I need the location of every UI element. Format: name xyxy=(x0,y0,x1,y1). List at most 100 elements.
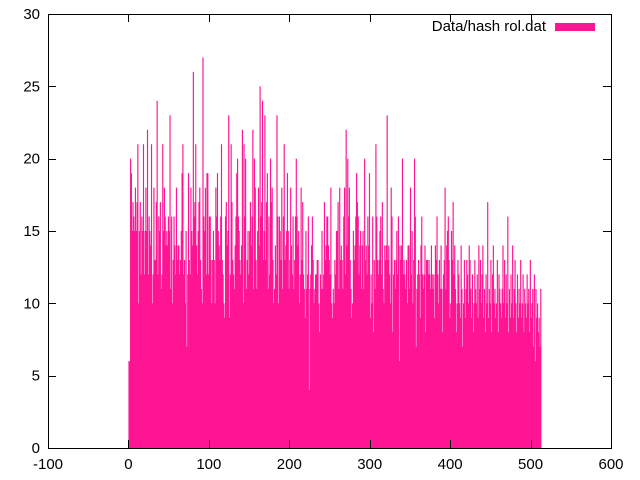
bar xyxy=(385,245,387,448)
bar xyxy=(446,231,449,448)
bar xyxy=(287,231,289,448)
bar xyxy=(133,216,135,448)
bar xyxy=(348,216,350,448)
bar xyxy=(199,187,201,448)
bar xyxy=(191,245,194,448)
bar xyxy=(237,158,239,449)
bar xyxy=(354,245,356,448)
bar xyxy=(302,202,304,448)
bar xyxy=(463,259,465,448)
bar xyxy=(167,245,169,448)
bar xyxy=(305,231,307,448)
bar xyxy=(413,259,415,448)
bar xyxy=(307,216,309,448)
bar xyxy=(161,274,163,448)
bar xyxy=(360,288,363,448)
bar xyxy=(512,245,514,448)
bar xyxy=(450,303,452,448)
bar xyxy=(196,274,198,448)
bar xyxy=(536,317,538,448)
bar xyxy=(539,346,541,448)
bar xyxy=(365,245,367,448)
bar xyxy=(520,259,522,448)
bar xyxy=(226,245,228,448)
bar xyxy=(459,317,461,448)
bar xyxy=(482,245,484,448)
bar xyxy=(344,274,346,448)
bar xyxy=(310,274,312,448)
bar xyxy=(227,231,229,448)
bar xyxy=(175,187,178,448)
bar xyxy=(332,288,334,448)
bar xyxy=(471,317,473,448)
bar xyxy=(195,245,198,448)
bar xyxy=(177,245,179,448)
bar xyxy=(500,303,502,448)
bar xyxy=(281,187,283,448)
bar xyxy=(410,274,412,448)
bar xyxy=(138,231,141,448)
bar xyxy=(479,259,482,448)
bar xyxy=(499,288,501,448)
bar xyxy=(471,274,474,448)
bar xyxy=(378,259,380,448)
bar xyxy=(132,202,134,448)
bar xyxy=(347,158,349,449)
bar xyxy=(258,245,260,448)
bar xyxy=(306,288,308,448)
bar xyxy=(504,259,506,448)
bar xyxy=(445,288,447,448)
bar xyxy=(271,187,273,448)
bar xyxy=(150,144,153,448)
bar xyxy=(343,187,346,448)
bar xyxy=(272,259,274,448)
bar xyxy=(404,274,406,448)
bar xyxy=(207,173,209,448)
bar xyxy=(171,216,173,448)
bar xyxy=(171,303,174,448)
bar xyxy=(426,259,428,448)
bar xyxy=(298,231,300,448)
bar xyxy=(390,187,392,448)
bar xyxy=(234,245,236,448)
bar xyxy=(147,274,149,448)
bar xyxy=(321,231,323,448)
bar xyxy=(461,288,463,448)
x-tick-label: -100 xyxy=(33,456,63,473)
bar xyxy=(261,100,264,449)
bar xyxy=(316,259,318,448)
bar xyxy=(158,231,161,448)
bar xyxy=(501,288,503,448)
bar xyxy=(167,216,169,448)
legend-swatch xyxy=(555,23,595,31)
bar xyxy=(472,332,474,448)
bar xyxy=(290,187,292,448)
x-tick-label: 400 xyxy=(438,456,463,473)
bar xyxy=(483,288,486,448)
bar xyxy=(413,158,416,449)
bar xyxy=(157,274,159,448)
bar xyxy=(131,231,133,448)
bar xyxy=(141,216,143,448)
bar xyxy=(187,274,189,448)
bar xyxy=(409,187,412,448)
bar xyxy=(232,259,234,448)
bar xyxy=(455,332,457,448)
bar xyxy=(535,288,537,448)
bar xyxy=(244,216,246,448)
bar xyxy=(240,274,242,448)
bar xyxy=(379,231,381,448)
bar xyxy=(217,231,219,448)
bar xyxy=(391,216,393,448)
bar xyxy=(451,259,453,448)
bar xyxy=(223,303,225,448)
bar xyxy=(438,259,441,448)
bar xyxy=(214,303,216,448)
bar xyxy=(212,259,214,448)
bar xyxy=(386,115,388,449)
bar xyxy=(356,173,358,448)
bar xyxy=(442,274,445,448)
bar xyxy=(237,216,239,448)
bar xyxy=(197,231,199,448)
bar xyxy=(163,187,165,448)
